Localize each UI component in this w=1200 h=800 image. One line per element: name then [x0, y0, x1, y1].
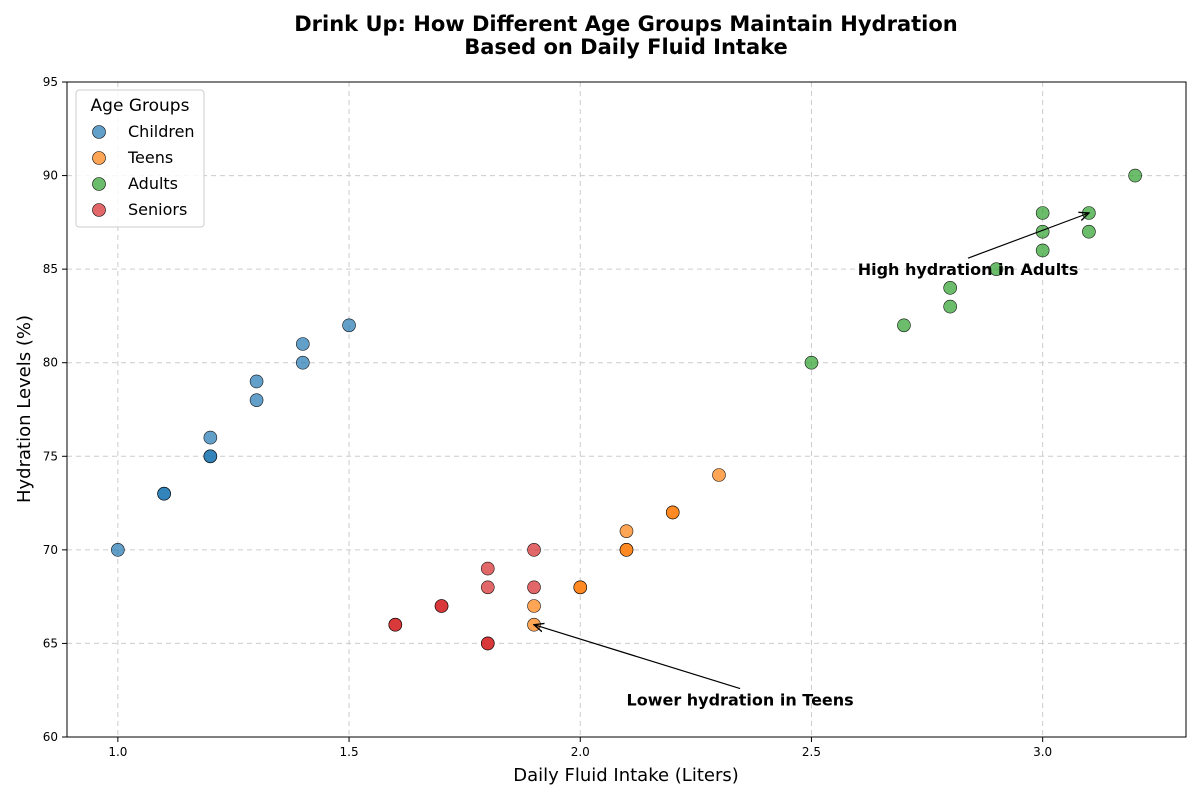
- axis-ticks: 1.0 1.5 2.0 2.5 3.0 60 65 70 75 80 85 90 95: [43, 75, 1052, 759]
- legend-label-adults: Adults: [128, 174, 178, 193]
- data-point-seniors: [527, 543, 541, 557]
- data-point-seniors: [480, 580, 495, 595]
- data-point-children: [342, 318, 356, 333]
- x-tick-label: 1.0: [108, 745, 127, 759]
- legend-marker-teens: [92, 151, 106, 165]
- x-tick-label: 3.0: [1033, 745, 1052, 759]
- data-point-children: [203, 449, 218, 464]
- legend: Age Groups Children Teens Adults Seniors: [75, 89, 205, 228]
- y-tick-label: 75: [43, 449, 58, 463]
- data-point-adults: [1128, 168, 1142, 183]
- data-point-teens: [619, 543, 634, 557]
- legend-title: Age Groups: [91, 96, 190, 116]
- x-tick-label: 2.5: [802, 745, 821, 759]
- chart-title-line2: Based on Daily Fluid Intake: [464, 35, 788, 59]
- legend-marker-children: [92, 125, 106, 139]
- data-point-children: [157, 486, 171, 501]
- x-tick-label: 1.5: [340, 745, 359, 759]
- y-tick-label: 90: [43, 169, 58, 183]
- annotation-label: High hydration in Adults: [858, 260, 1079, 279]
- x-axis-label: Daily Fluid Intake (Liters): [513, 765, 739, 786]
- data-point-seniors: [434, 599, 449, 613]
- plot-area-frame: [66, 81, 1187, 738]
- data-point-teens: [665, 505, 680, 520]
- y-tick-label: 85: [43, 262, 58, 276]
- annotation-label: Lower hydration in Teens: [627, 691, 854, 710]
- y-axis-label: Hydration Levels (%): [14, 315, 35, 503]
- y-tick-label: 80: [43, 356, 58, 370]
- data-point-children: [296, 337, 310, 351]
- data-point-adults: [897, 318, 911, 333]
- x-tick-label: 2.0: [571, 745, 590, 759]
- legend-label-seniors: Seniors: [128, 200, 187, 219]
- y-tick-label: 70: [43, 543, 58, 557]
- data-point-seniors: [480, 561, 495, 576]
- legend-box: [75, 89, 205, 228]
- data-point-adults: [989, 262, 1004, 276]
- data-point-teens: [712, 468, 726, 482]
- data-point-adults: [804, 355, 819, 370]
- data-point-children: [249, 374, 264, 389]
- data-point-adults: [943, 281, 957, 295]
- legend-marker-adults: [92, 177, 106, 191]
- legend-entries: Children Teens Adults Seniors: [92, 122, 195, 219]
- legend-marker-seniors: [92, 203, 106, 217]
- data-point-adults: [943, 299, 957, 314]
- data-point-adults: [1035, 206, 1050, 220]
- annotations-layer: High hydration in Adults Lower hydration …: [534, 213, 1089, 710]
- data-point-seniors: [480, 636, 495, 651]
- data-point-children: [203, 430, 218, 445]
- data-point-adults: [1082, 224, 1096, 239]
- legend-label-teens: Teens: [127, 148, 173, 167]
- y-tick-label: 60: [43, 730, 58, 744]
- data-point-teens: [527, 599, 541, 613]
- data-point-teens: [573, 580, 588, 595]
- annotation-arrow: [967, 213, 1089, 259]
- data-point-children: [296, 355, 310, 370]
- data-point-children: [249, 393, 264, 407]
- chart-title-line1: Drink Up: How Different Age Groups Maint…: [294, 12, 957, 36]
- data-point-children: [111, 543, 125, 557]
- y-tick-label: 95: [43, 75, 58, 89]
- data-points-layer: [111, 168, 1142, 651]
- annotation-arrow: [534, 625, 741, 690]
- grid-layer: [67, 81, 1186, 738]
- data-point-teens: [619, 524, 634, 538]
- data-point-adults: [1035, 243, 1050, 258]
- y-tick-label: 65: [43, 636, 58, 650]
- data-point-seniors: [527, 580, 541, 595]
- legend-label-children: Children: [128, 122, 195, 141]
- data-point-seniors: [388, 617, 403, 632]
